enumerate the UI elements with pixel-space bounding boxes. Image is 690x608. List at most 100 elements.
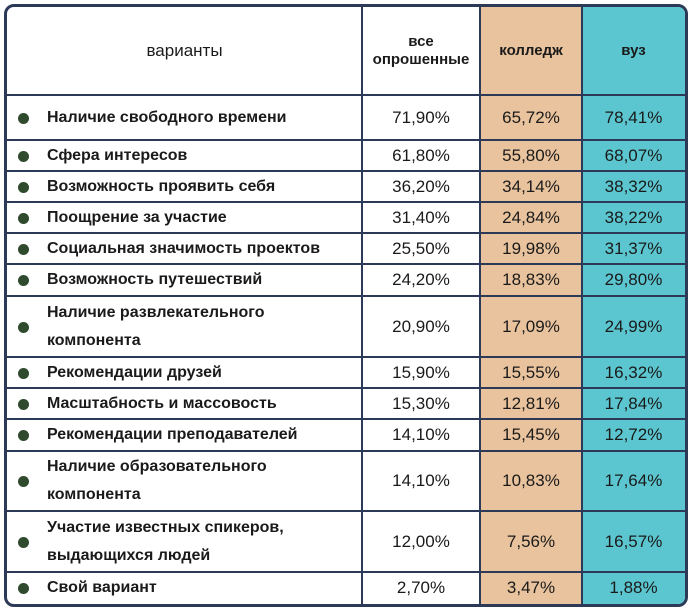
- bullet: [18, 321, 29, 333]
- text-line: компонента: [47, 486, 141, 503]
- value-cell: 15,90%: [392, 362, 450, 382]
- text-line: колледж: [499, 42, 563, 59]
- value-cell: 17,64%: [604, 471, 663, 490]
- row-label: Свой вариант: [7, 572, 362, 604]
- header-cell: все опрошенные: [362, 7, 480, 95]
- text-line: Поощрение за участие: [47, 208, 227, 226]
- value-cell: 71,90%: [392, 107, 450, 127]
- row-label: Возможность путешествий: [7, 264, 362, 296]
- value-cell: 14,10%: [392, 425, 450, 444]
- value-cell: 16,57%: [604, 531, 663, 551]
- value-cell: 12,00%: [392, 531, 450, 551]
- bullet: [18, 243, 29, 255]
- survey-table: варианты все опрошенные колледж вуз Наличие с…: [4, 4, 688, 607]
- text-line: Наличие образовательного: [47, 458, 267, 475]
- bullet: [18, 367, 29, 379]
- row-divider: [7, 356, 685, 358]
- value-cell: 29,80%: [604, 270, 663, 289]
- value-cell: 24,99%: [604, 316, 663, 336]
- row-divider: [7, 571, 685, 573]
- bullet: [18, 275, 29, 286]
- value-cell: 12,81%: [502, 393, 560, 413]
- bullet: [18, 536, 29, 548]
- row-divider: [7, 387, 685, 389]
- row-label: Наличие свободного времени: [7, 95, 362, 140]
- text-line: вуз: [621, 42, 646, 59]
- row-label: Поощрение за участие: [7, 202, 362, 233]
- value-cell: 78,41%: [604, 107, 663, 127]
- bullet: [18, 181, 29, 193]
- row-divider: [7, 232, 685, 234]
- text-line: Рекомендации преподавателей: [47, 426, 298, 443]
- bullet: [18, 430, 29, 441]
- row-label: Наличие образовательного компонента: [7, 451, 362, 511]
- text-line: Возможность проявить себя: [47, 177, 276, 195]
- college-column-bg: [480, 7, 582, 604]
- row-divider: [7, 418, 685, 420]
- header-cell: колледж: [480, 7, 582, 95]
- bullet: [18, 212, 29, 224]
- row-divider: [7, 295, 685, 297]
- column-divider: [581, 7, 583, 604]
- value-cell: 19,98%: [502, 238, 560, 258]
- value-cell: 31,37%: [604, 238, 663, 258]
- value-cell: 15,55%: [502, 362, 560, 382]
- row-label: Возможность проявить себя: [7, 171, 362, 202]
- bullet: [18, 150, 29, 162]
- value-cell: 14,10%: [392, 471, 450, 490]
- text-line: Масштабность и массовость: [47, 394, 277, 412]
- column-divider: [361, 7, 363, 604]
- value-cell: 16,32%: [604, 362, 663, 382]
- text-line: Наличие развлекательного: [47, 303, 265, 321]
- row-label: Участие известных спикеров, выдающихся лю…: [7, 511, 362, 572]
- text-line: Участие известных спикеров,: [47, 518, 284, 536]
- text-line: все: [408, 33, 434, 50]
- value-cell: 68,07%: [604, 145, 663, 165]
- row-label: Рекомендации преподавателей: [7, 419, 362, 451]
- row-label: Рекомендации друзей: [7, 357, 362, 388]
- value-cell: 25,50%: [392, 238, 450, 258]
- value-cell: 3,47%: [506, 578, 556, 597]
- row-label: Наличие развлекательного компонента: [7, 296, 362, 357]
- header-cell: варианты: [7, 7, 362, 95]
- value-cell: 1,88%: [609, 578, 658, 597]
- value-cell: 7,56%: [506, 531, 556, 551]
- bullet: [18, 476, 29, 487]
- row-divider: [7, 263, 685, 265]
- row-divider: [7, 450, 685, 452]
- header-cell: вуз: [582, 7, 685, 95]
- text-line: Социальная значимость проектов: [47, 239, 321, 257]
- row-label: Масштабность и массовость: [7, 388, 362, 419]
- value-cell: 34,14%: [502, 176, 560, 196]
- column-divider: [479, 7, 481, 604]
- value-cell: 15,45%: [502, 425, 560, 444]
- value-cell: 38,32%: [604, 176, 663, 196]
- value-cell: 12,72%: [604, 425, 663, 444]
- text-line: выдающихся людей: [47, 546, 211, 564]
- value-cell: 31,40%: [392, 207, 450, 227]
- value-cell: 24,84%: [502, 207, 560, 227]
- text-line: варианты: [146, 41, 223, 60]
- value-cell: 55,80%: [502, 145, 560, 165]
- value-cell: 65,72%: [502, 107, 560, 127]
- row-label: Социальная значимость проектов: [7, 233, 362, 264]
- university-column-bg: [582, 7, 685, 604]
- text-line: компонента: [47, 331, 141, 349]
- text-line: Наличие свободного времени: [47, 108, 287, 126]
- value-cell: 20,90%: [392, 316, 450, 336]
- text-line: Свой вариант: [47, 579, 157, 596]
- value-cell: 17,09%: [502, 316, 560, 336]
- text-line: Возможность путешествий: [47, 271, 263, 288]
- bullet: [18, 398, 29, 410]
- row-divider: [7, 170, 685, 172]
- bullet: [18, 583, 29, 594]
- bullet: [18, 112, 29, 124]
- text-line: опрошенные: [372, 51, 470, 68]
- text-line: Рекомендации друзей: [47, 363, 222, 381]
- row-divider: [7, 510, 685, 512]
- text-line: Сфера интересов: [47, 146, 188, 164]
- row-divider: [7, 94, 685, 96]
- row-label: Сфера интересов: [7, 140, 362, 171]
- value-cell: 2,70%: [396, 578, 446, 597]
